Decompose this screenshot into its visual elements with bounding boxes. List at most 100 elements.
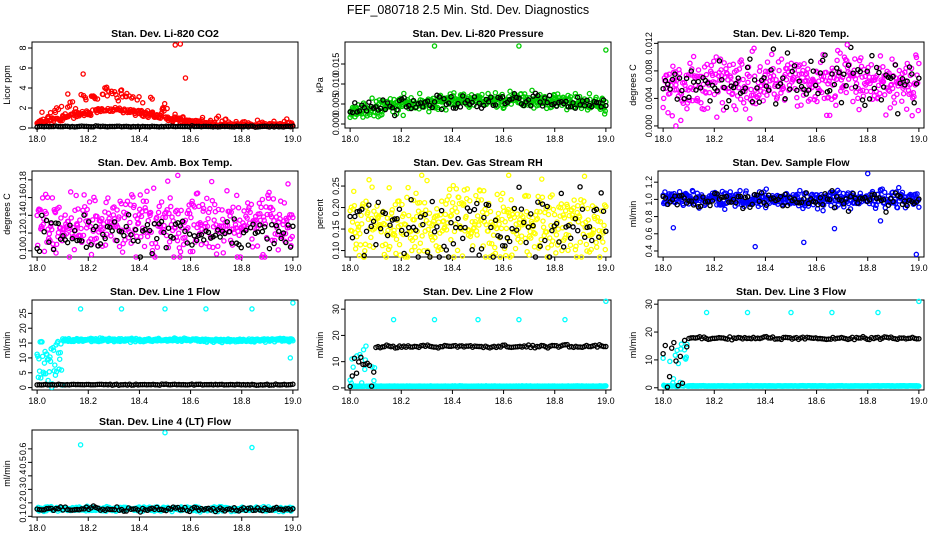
data-point	[271, 240, 277, 247]
x-tick-label: 19.0	[910, 134, 928, 144]
data-point	[93, 235, 100, 242]
data-point	[222, 116, 229, 122]
data-point	[777, 81, 784, 87]
data-point	[507, 88, 513, 95]
data-point	[425, 226, 432, 233]
data-point	[44, 194, 51, 201]
data-point	[88, 251, 95, 258]
data-point	[72, 105, 79, 112]
data-point	[509, 225, 515, 232]
data-point	[520, 93, 527, 100]
data-point	[358, 221, 365, 227]
data-point	[601, 111, 608, 117]
data-point	[845, 62, 852, 68]
plot-frame	[657, 299, 925, 391]
data-point	[487, 208, 494, 215]
data-point	[778, 56, 785, 62]
x-tick-label: 18.8	[233, 396, 251, 406]
data-point	[878, 97, 885, 103]
data-point	[850, 98, 856, 105]
data-point	[64, 239, 71, 246]
data-point	[97, 241, 104, 247]
data-point	[205, 215, 211, 222]
data-point	[906, 64, 913, 70]
panel-stan-dev-amb-box-temp: Stan. Dev. Amb. Box Temp.degrees C18.0 18…	[2, 157, 302, 273]
y-tick-label: 1.0	[644, 193, 654, 206]
data-point	[780, 203, 786, 209]
data-point	[52, 109, 59, 116]
data-point	[130, 94, 136, 100]
data-point	[666, 373, 673, 380]
data-point	[457, 104, 464, 110]
data-point	[429, 198, 435, 205]
data-point	[602, 246, 609, 253]
data-point	[249, 244, 256, 250]
data-point	[363, 198, 369, 204]
data-point	[133, 233, 140, 239]
data-point	[431, 229, 438, 235]
data-point	[662, 342, 669, 349]
data-point	[581, 173, 588, 180]
data-point	[570, 205, 577, 211]
data-point	[58, 215, 64, 221]
x-tick-label: 18.6	[495, 396, 513, 406]
data-point	[678, 91, 685, 97]
data-point	[546, 92, 553, 99]
y-tick-label: 0.6	[644, 228, 654, 241]
data-point	[722, 206, 728, 213]
data-point	[880, 84, 887, 90]
data-point	[726, 97, 732, 104]
data-point	[198, 241, 205, 248]
data-point	[574, 94, 581, 101]
data-point	[560, 244, 567, 250]
data-point	[351, 188, 357, 195]
data-point	[577, 239, 583, 245]
data-point	[555, 226, 562, 232]
data-point	[464, 97, 471, 104]
data-point	[53, 241, 60, 248]
data-point	[387, 243, 393, 250]
data-point	[451, 90, 457, 96]
data-point	[175, 230, 182, 236]
data-point	[887, 105, 893, 111]
data-point	[443, 107, 449, 113]
data-point	[810, 68, 817, 74]
data-point	[812, 82, 819, 89]
data-point	[667, 358, 673, 365]
data-point	[714, 88, 720, 94]
data-point	[550, 238, 556, 244]
data-point	[116, 243, 123, 250]
data-point	[221, 238, 227, 244]
data-point	[660, 350, 666, 357]
data-point	[588, 246, 594, 253]
data-point	[83, 97, 89, 103]
data-point	[838, 77, 845, 83]
data-point	[868, 62, 875, 68]
data-point	[259, 228, 266, 235]
data-point	[894, 204, 901, 211]
data-point	[721, 60, 727, 66]
data-point	[840, 190, 846, 197]
data-point	[528, 211, 534, 217]
data-point	[43, 210, 50, 217]
x-tick-label: 18.0	[654, 263, 672, 273]
data-point	[94, 96, 101, 102]
data-point	[686, 97, 693, 104]
data-point	[859, 74, 865, 80]
data-point	[913, 52, 919, 58]
data-point	[266, 245, 273, 252]
data-point	[757, 64, 763, 70]
x-tick-label: 18.8	[546, 263, 564, 273]
data-point	[895, 110, 901, 117]
data-point	[665, 109, 671, 116]
data-point	[801, 239, 807, 246]
data-point	[285, 181, 291, 187]
data-point	[797, 187, 803, 194]
data-point	[673, 86, 680, 93]
data-point	[831, 225, 838, 232]
data-point	[899, 98, 905, 104]
panel-title: Stan. Dev. Line 3 Flow	[736, 286, 847, 298]
data-point	[499, 190, 506, 197]
data-point	[582, 234, 588, 241]
